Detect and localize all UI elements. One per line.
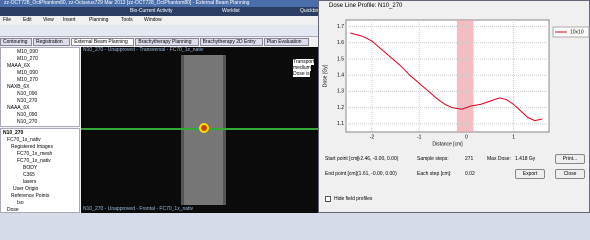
activity[interactable]: Bio-Current Activity: [130, 8, 173, 14]
steps: 271: [465, 156, 474, 162]
tree-item[interactable]: N10_270: [17, 98, 38, 104]
menu-item[interactable]: View: [43, 17, 54, 23]
checkbox-label[interactable]: Hide field profiles: [334, 196, 373, 202]
viewer-note: medium: [293, 65, 311, 71]
data-line: [350, 32, 543, 122]
end-value: (1.61, -0.00, 0.00): [357, 171, 397, 177]
y-tick-label: 1.7: [337, 24, 344, 30]
screen: zz-OCT728_OctPhantom80, zz-Octavius729 M…: [0, 0, 590, 213]
tree-item[interactable]: N10_090: [17, 91, 38, 97]
start-label: Start point [cm]:: [325, 156, 361, 162]
viewer-note: Dose is: [293, 71, 310, 77]
each-label: Each step [cm]:: [417, 171, 452, 177]
tree-item[interactable]: Reference Points: [11, 193, 50, 199]
highlight-band: [456, 20, 474, 132]
app-window: zz-OCT728_OctPhantom80, zz-Octavius729 M…: [0, 0, 321, 213]
viewer-title: N10_270 - Unapproved - Transversal - FC7…: [83, 47, 204, 53]
tree-item[interactable]: M10_270: [17, 77, 38, 83]
menu-item[interactable]: File: [3, 17, 12, 23]
y-tick-label: 1.2: [337, 105, 344, 111]
target: [199, 123, 209, 133]
tree-item[interactable]: User Origin: [13, 186, 39, 192]
y-tick-label: 1.4: [337, 73, 344, 79]
tree-item[interactable]: Iso: [17, 200, 24, 206]
dialog-title: Dose Line Profile: N10_270: [329, 3, 403, 9]
menu-item[interactable]: Tools: [121, 17, 133, 23]
title-bar: zz-OCT728_OctPhantom80, zz-Octavius729 M…: [0, 0, 320, 7]
plot-area: [345, 19, 550, 133]
dialog: Dose Line Profile: N10_270 Start point […: [318, 0, 590, 213]
tree-item[interactable]: N10_090: [17, 112, 38, 118]
tree-item[interactable]: Registered Images: [11, 144, 53, 150]
tree-item[interactable]: M10_270: [17, 56, 38, 62]
steps-label: Sample steps:: [417, 156, 449, 162]
x-tick-label: -1: [417, 134, 422, 140]
max-label: Max Dose:: [487, 156, 511, 162]
x-tick-label: 0: [465, 134, 468, 140]
menu-item[interactable]: Insert: [63, 17, 76, 23]
viewer-bottom: N10_270 - Unapproved - Frontal - FC70_1x…: [83, 206, 194, 212]
tab-bar: Contouring Registration External Beam Plan…: [0, 38, 320, 46]
tab[interactable]: External Beam Planning: [71, 38, 135, 46]
y-tick-label: 1.1: [337, 121, 344, 127]
legend-label: 10x10: [570, 29, 584, 35]
max: 1.418 Gy: [515, 156, 536, 162]
y-tick-label: 1.5: [337, 56, 344, 62]
viewer-note: Transport: [293, 59, 315, 65]
close-button[interactable]: Close: [555, 169, 585, 179]
tree-item[interactable]: N10_270: [17, 119, 38, 125]
tab[interactable]: Brachytherapy 2D Entry: [199, 38, 263, 46]
x-tick-label: 1: [512, 134, 515, 140]
tree-item[interactable]: M10_090: [17, 70, 38, 76]
menu-item[interactable]: Window: [144, 17, 162, 23]
tree-item[interactable]: FC70_1x_nativ: [17, 158, 51, 164]
x-tick-label: -2: [370, 134, 375, 140]
worklist[interactable]: Worklist: [222, 8, 240, 14]
tree-item[interactable]: M10_090: [17, 49, 38, 55]
y-tick-label: 1.3: [337, 89, 344, 95]
menu-bar: File Edit View Insert Planning Tools Window: [0, 17, 320, 24]
export-button[interactable]: Export: [515, 169, 545, 179]
toolbar: [0, 7, 320, 16]
tree-item[interactable]: FC70_1x_nativ: [7, 137, 41, 143]
tree-item[interactable]: Dose: [7, 207, 19, 213]
tab[interactable]: Brachytherapy Planning: [135, 38, 199, 46]
tab[interactable]: Contouring: [0, 38, 32, 46]
y-axis-label: Dose [Gy]: [322, 64, 328, 87]
viewer: N10_270 - Unapproved - Transversal - FC7…: [81, 47, 320, 213]
tree-header[interactable]: N10_270: [3, 130, 24, 136]
tree-item[interactable]: MAAA_6X: [7, 63, 31, 69]
menu-item[interactable]: Edit: [23, 17, 32, 23]
structure-tree: N10_270 FC70_1x_nativ Registered Images FC7…: [0, 128, 80, 213]
plan-tree: M10_090 M10_270 MAAA_6X M10_090 M10_270 NAXB_…: [0, 47, 80, 127]
tree-item[interactable]: lasers: [23, 179, 37, 185]
tree-item[interactable]: NAXB_6X: [7, 84, 30, 90]
legend-box: [552, 26, 590, 38]
tree-item[interactable]: C365: [23, 172, 35, 178]
end-label: End point [cm]:: [325, 171, 359, 177]
tree-item[interactable]: BODY: [23, 165, 38, 171]
checkbox[interactable]: [325, 196, 331, 202]
print-button[interactable]: Print...: [555, 154, 585, 164]
menu-item[interactable]: Planning: [89, 17, 109, 23]
x-axis-label: Distance [cm]: [432, 141, 463, 147]
icon-bar: [0, 25, 320, 37]
chart: 1.1 1.2 1.3 1.4 1.5 1.6 1.7 -2 -1 0 1 Distance [cm]…: [322, 19, 590, 147]
quick[interactable]: Quickbim: [300, 8, 321, 14]
tree-item[interactable]: NAAA_6X: [7, 105, 30, 111]
y-tick-label: 1.6: [337, 40, 344, 46]
start-value: (-2.46, -0.00, 0.00): [357, 156, 399, 162]
each: 0.02: [465, 171, 475, 177]
tab[interactable]: Registration: [33, 38, 71, 46]
tree-item[interactable]: FC70_1x_mesh: [17, 151, 53, 157]
tab[interactable]: Plan Evaluation: [263, 38, 309, 46]
